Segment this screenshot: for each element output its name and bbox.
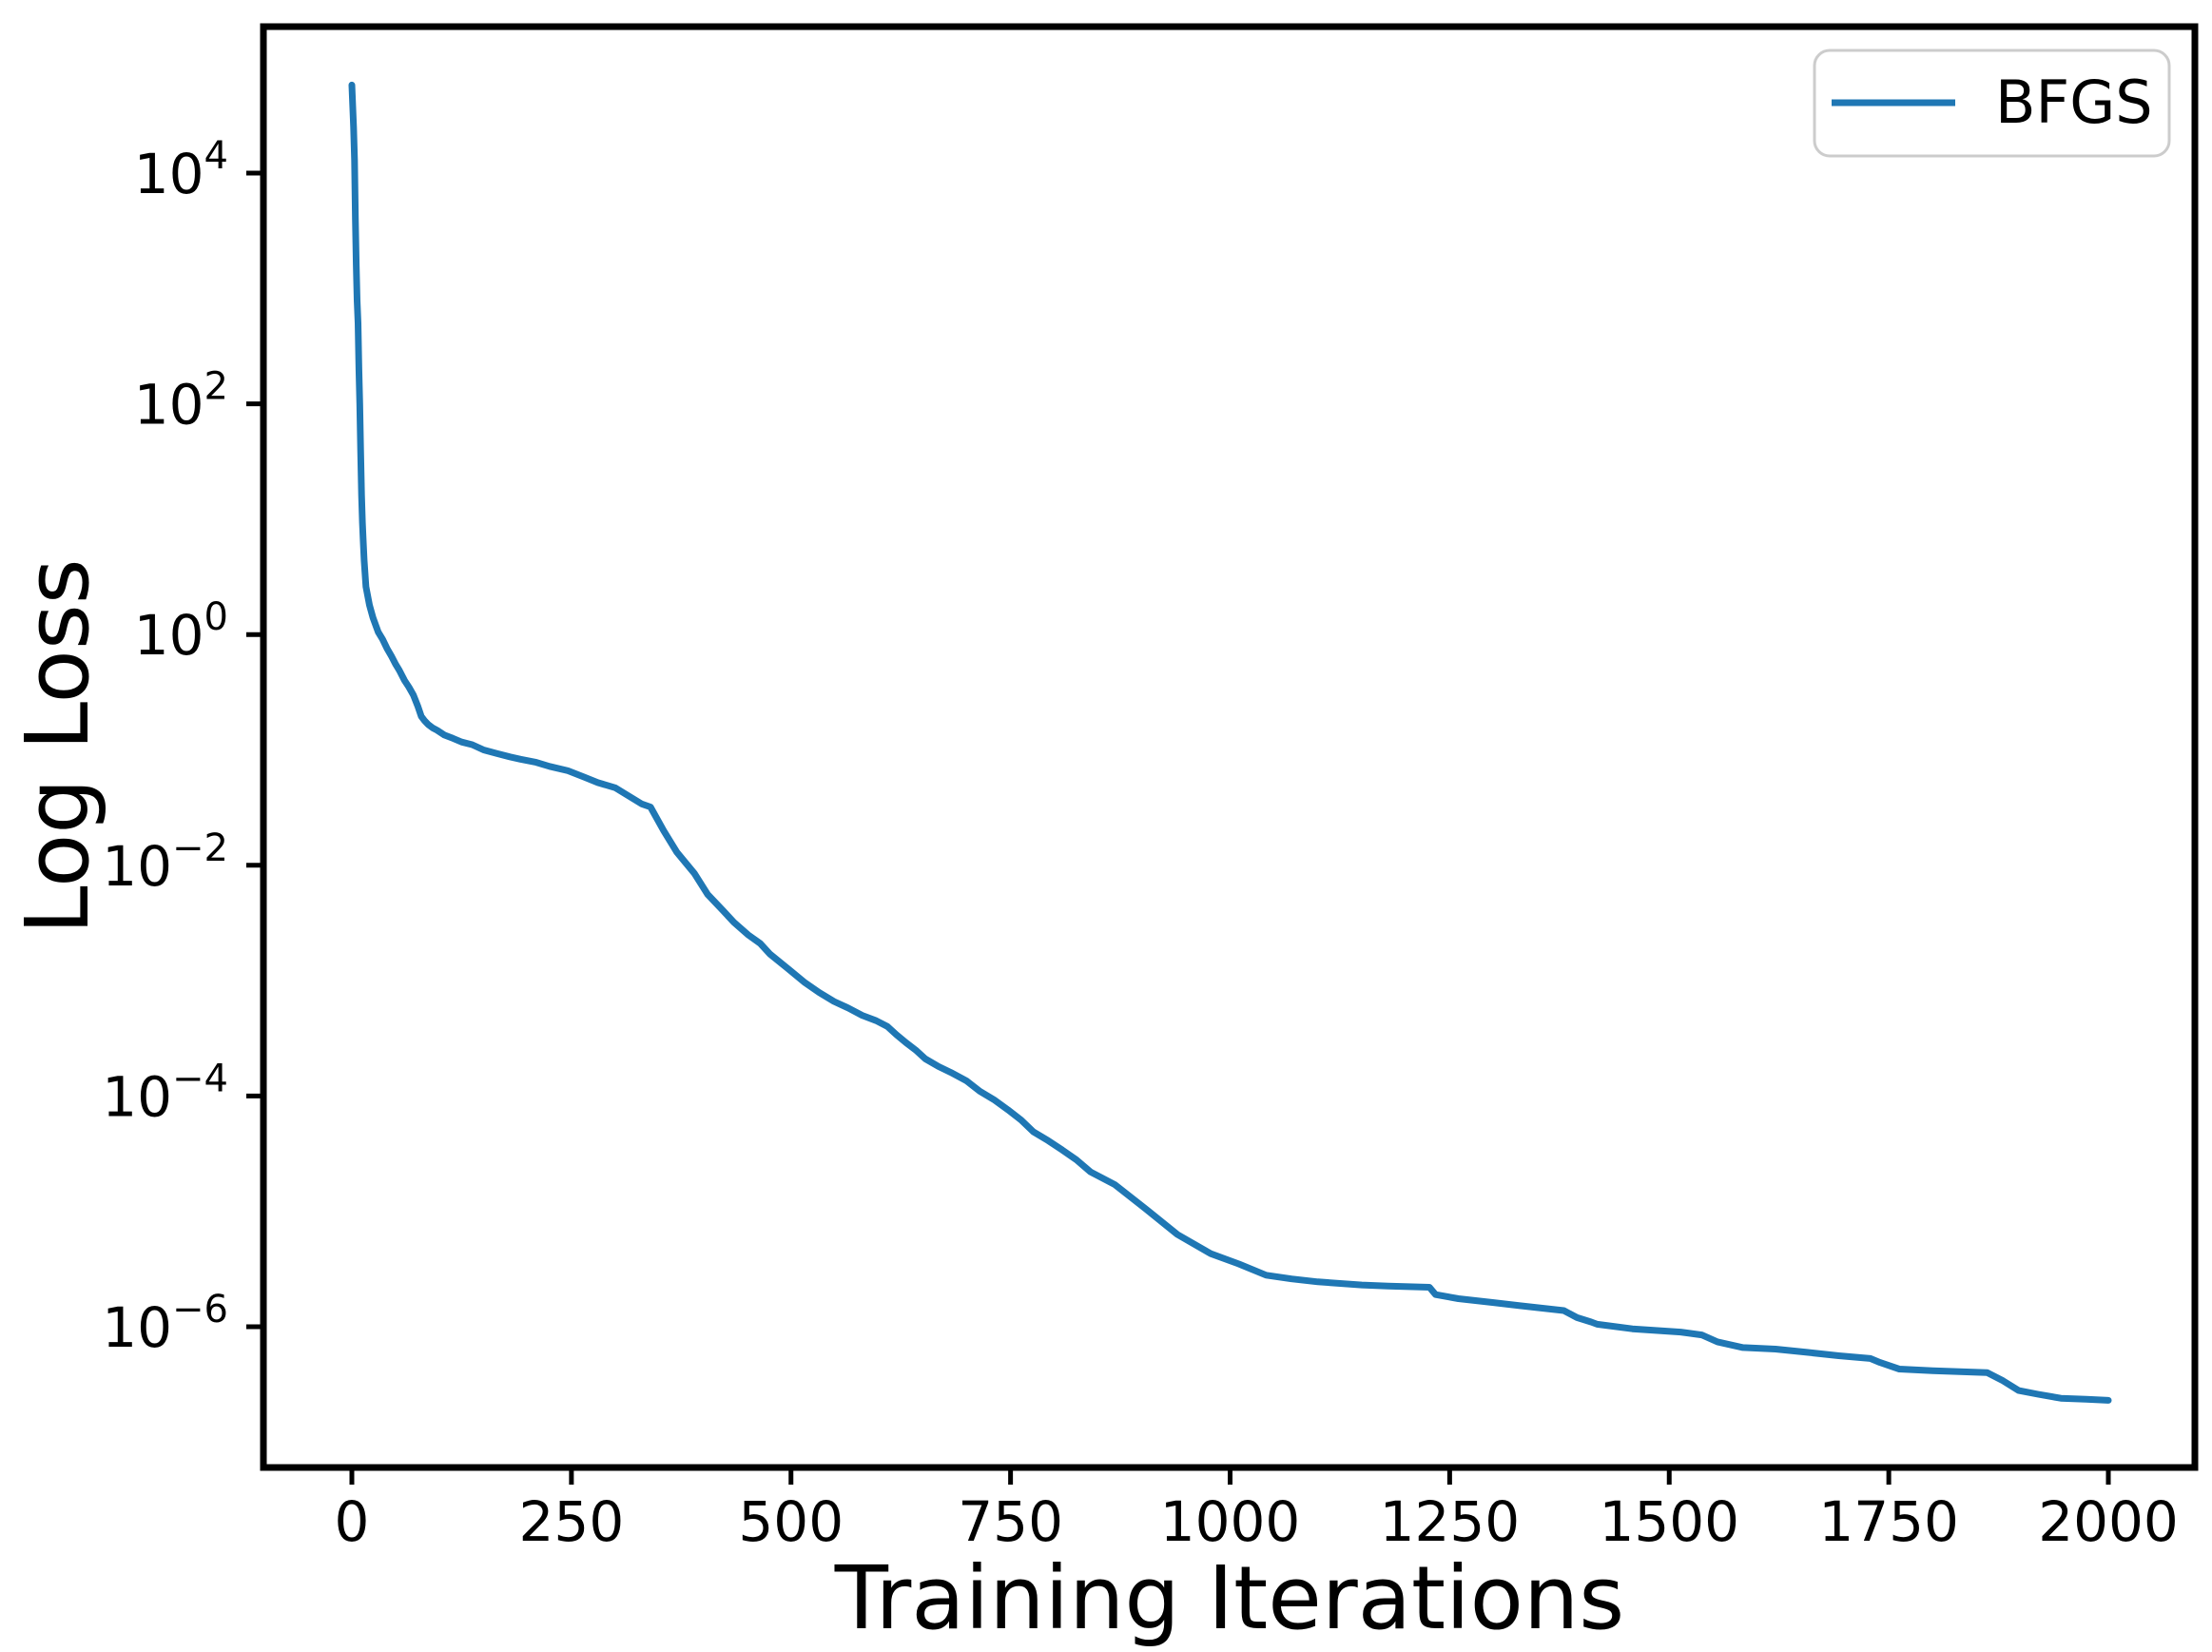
y-tick-label: 100 [134,595,228,668]
y-tick-exponent: −6 [172,1288,228,1331]
y-tick-label: 104 [134,134,228,206]
y-tick-label: 10−2 [102,826,228,899]
axes: 0 250 500 750 1000 1250 1500 1750 2000 104 102 100 1… [102,23,2199,1554]
y-tick-exponent: 4 [204,134,228,178]
legend-label: BFGS [1995,68,2153,137]
legend-box [1813,49,2171,158]
bfgs-loss-line [348,81,2112,1404]
x-tick-label: 500 [738,1489,844,1554]
plot-spines [260,23,2199,1471]
y-tick-exponent: −2 [172,826,228,870]
y-tick-exponent: 2 [204,365,228,409]
y-tick-label: 102 [134,365,228,437]
y-axis-label: Log Loss [7,558,108,934]
x-tick-label: 750 [958,1489,1063,1554]
y-tick-exponent: −4 [172,1057,228,1100]
y-tick-exponent: 0 [204,595,228,639]
y-tick-label: 10−4 [102,1057,228,1129]
x-tick-label: 250 [519,1489,625,1554]
loss-curve [348,81,2112,1404]
x-tick-label: 1750 [1818,1489,1959,1554]
x-tick-label: 1250 [1380,1489,1521,1554]
x-tick-label: 1000 [1160,1489,1301,1554]
x-axis-label: Training Iterations [834,1547,1624,1648]
y-tick-label: 10−6 [102,1288,228,1360]
x-tick-label: 2000 [2038,1489,2179,1554]
x-tick-label: 1500 [1599,1489,1739,1554]
legend: BFGS [1813,49,2171,158]
x-tick-label: 0 [335,1489,370,1554]
